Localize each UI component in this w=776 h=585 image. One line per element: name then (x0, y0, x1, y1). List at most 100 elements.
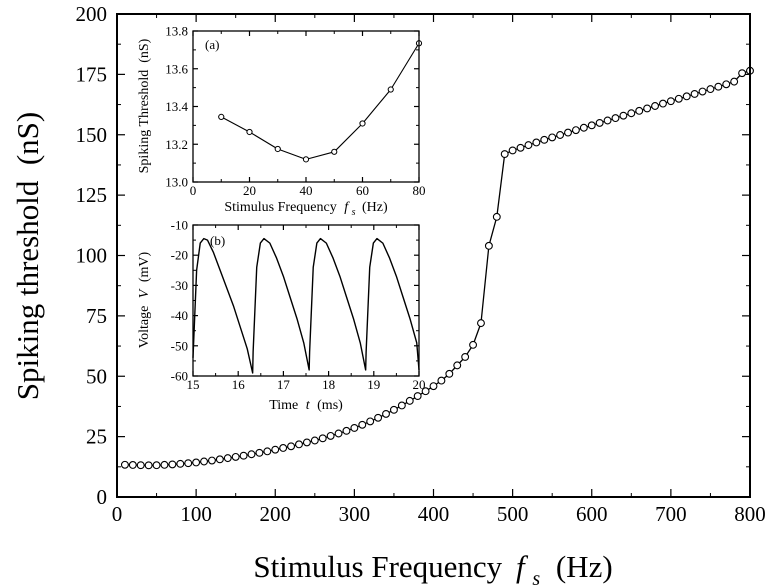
main-data-point (168, 460, 177, 469)
main-data-point (223, 454, 232, 463)
main-data-point (263, 447, 272, 456)
main-data-point (366, 417, 375, 426)
main-data-point (556, 131, 565, 139)
main-x-tick-label: 300 (339, 502, 371, 526)
main-data-point (192, 458, 201, 467)
inset-a-x-tick-label: 20 (243, 183, 256, 198)
main-data-point (603, 116, 612, 125)
main-data-point (302, 438, 311, 447)
main-x-tick-label: 800 (734, 502, 766, 526)
main-data-point (310, 436, 319, 445)
main-data-point (389, 405, 398, 414)
main-data-point (208, 456, 216, 465)
inset-b-x-tick-label: 16 (232, 377, 246, 392)
main-data-point (405, 396, 414, 405)
main-y-tick-label: 200 (76, 2, 108, 26)
main-data-point (136, 461, 145, 470)
main-data-point (287, 442, 296, 451)
main-data-point (413, 392, 422, 400)
main-y-tick-label: 125 (76, 183, 108, 207)
inset-a-xlabel-subscript: s (352, 207, 356, 218)
inset-a-xlabel-text: Stimulus Frequency (224, 200, 336, 215)
main-data-point (342, 426, 351, 435)
inset-a-data-point (359, 120, 366, 127)
main-xlabel-text: Stimulus Frequency (253, 549, 502, 584)
main-data-point (500, 150, 509, 159)
inset-b-series-path (192, 237, 420, 374)
main-y-tick-label: 100 (76, 244, 108, 268)
main-data-point (730, 77, 739, 86)
main-data-point (690, 89, 699, 98)
inset-a-x-tick-label: 80 (413, 183, 426, 198)
main-y-tick-label: 0 (97, 485, 108, 509)
main-xlabel-subscript: s (532, 568, 540, 585)
inset-b-y-tick-label: -40 (171, 308, 188, 323)
inset-a-data-point (246, 128, 253, 136)
main-data-point (144, 461, 153, 470)
main-data-point (564, 128, 572, 137)
inset-b-x-tick-label: 18 (322, 377, 335, 392)
main-xlabel-unit: (Hz) (556, 549, 613, 584)
inset-a-y-tick-label: 13.4 (165, 99, 188, 114)
main-data-point (643, 104, 652, 113)
main-data-point (524, 141, 533, 150)
main-data-point (682, 92, 691, 101)
inset-a-x-tick-label: 60 (356, 183, 369, 198)
main-data-point (271, 445, 280, 454)
main-data-point (421, 387, 430, 396)
inset-a-series-line (220, 42, 420, 160)
main-plot-frame (116, 13, 751, 498)
inset-a-xlabel-symbol: f (344, 200, 350, 215)
main-data-point (374, 413, 383, 422)
inset-b-y-tick-label: -10 (171, 218, 188, 233)
inset-b-panel-label: (b) (210, 233, 225, 248)
main-data-point (611, 114, 620, 123)
inset-a-x-tick-label: 40 (300, 183, 313, 198)
inset-b-x-tick-label: 15 (187, 377, 200, 392)
inset-b-x-tick-label: 20 (413, 377, 426, 392)
inset-a-y-axis-label: Spiking Threshold (nS) (137, 38, 152, 173)
main-data-point (492, 212, 501, 221)
inset-a-y-tick-label: 13.6 (165, 61, 188, 76)
main-data-point (651, 102, 659, 110)
main-data-point (247, 450, 256, 459)
main-data-point (255, 448, 264, 457)
main-data-point (382, 409, 390, 418)
main-data-point (239, 451, 248, 460)
inset-b-y-tick-label: -50 (171, 338, 188, 353)
main-x-tick-label: 100 (180, 502, 212, 526)
main-data-point (295, 440, 303, 449)
inset-b-y-axis-label: Voltage V (mV) (137, 251, 152, 348)
main-data-point (666, 97, 675, 106)
inset-a-data-point (218, 113, 225, 120)
main-data-point (128, 461, 137, 469)
inset-a-frame (192, 30, 420, 183)
main-data-point (579, 123, 588, 132)
inset-b-ylabel-symbol: V (137, 288, 152, 298)
main-data-point (619, 111, 628, 120)
inset-a-ticks: 0 20 40 60 80 13.0 13.2 13.4 13.6 13.8 (165, 24, 425, 199)
main-data-point (279, 444, 288, 452)
main-y-tick-label: 50 (86, 364, 107, 388)
main-data-point (540, 135, 549, 144)
inset-a-y-tick-label: 13.2 (165, 137, 188, 152)
inset-b-y-tick-label: -20 (171, 248, 188, 263)
inset-a-x-tick-label: 0 (190, 183, 197, 198)
main-data-point (659, 99, 667, 108)
main-y-tick-label: 25 (86, 425, 107, 449)
inset-a-data-point (274, 145, 281, 153)
main-x-tick-label: 200 (260, 502, 292, 526)
main-data-point (160, 460, 169, 469)
inset-a-data-point (387, 86, 394, 93)
main-data-point (548, 133, 557, 142)
inset-a-ylabel-text: Spiking Threshold (nS) (137, 38, 152, 173)
main-data-point (152, 461, 161, 470)
main-data-point (674, 94, 683, 103)
inset-b-series-line (192, 237, 420, 374)
inset-a-series-markers (218, 40, 423, 163)
inset-b-x-tick-label: 19 (367, 377, 380, 392)
inset-b-x-tick-label: 17 (277, 377, 291, 392)
main-data-point (437, 376, 446, 385)
main-y-tick-label: 175 (76, 62, 108, 86)
